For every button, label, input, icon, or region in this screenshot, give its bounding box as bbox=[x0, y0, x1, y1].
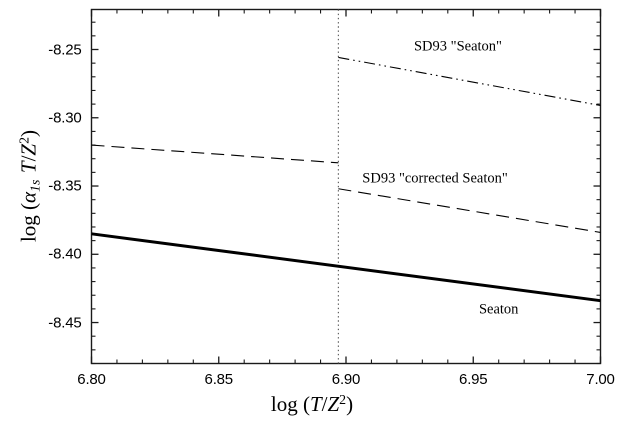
x-axis-title-slash: / bbox=[321, 392, 328, 417]
x-tick-label: 6.90 bbox=[331, 370, 361, 388]
x-axis-title-suffix: ) bbox=[346, 392, 354, 417]
series-line-0 bbox=[91, 232, 601, 303]
series-annotation-sd93-corrected-seaton: SD93 "corrected Seaton" bbox=[362, 170, 508, 186]
y-axis-title-slash: / bbox=[16, 155, 41, 162]
y-axis-title-var-t: T bbox=[16, 161, 41, 174]
series-line-1 bbox=[91, 144, 339, 164]
series-annotation-seaton: Seaton bbox=[478, 301, 519, 318]
x-axis-title-var-z: Z bbox=[327, 392, 340, 417]
y-tick-label: -8.40 bbox=[48, 245, 82, 263]
data-series-layer bbox=[91, 56, 601, 303]
plot-frame-rect bbox=[90, 8, 602, 365]
series-annotation-sd93-seaton: SD93 "Seaton" bbox=[413, 38, 502, 55]
x-tick-label: 6.80 bbox=[77, 370, 106, 388]
minor-ticks bbox=[91, 9, 601, 365]
x-axis-title-exponent: 2 bbox=[339, 392, 347, 407]
series-line-1 bbox=[338, 188, 601, 233]
y-tick-label: -8.35 bbox=[48, 177, 82, 195]
y-tick-label: -8.25 bbox=[48, 41, 82, 58]
series-line-2 bbox=[338, 56, 601, 107]
y-axis-title-suffix: ) bbox=[16, 129, 41, 137]
y-axis-title-alpha: α bbox=[16, 191, 41, 203]
major-ticks bbox=[90, 9, 602, 364]
x-tick-label: 6.85 bbox=[204, 370, 234, 388]
x-axis-title: log (T/Z2) bbox=[271, 392, 353, 417]
x-tick-label: 6.95 bbox=[459, 370, 488, 388]
y-tick-label: -8.30 bbox=[48, 109, 82, 127]
x-tick-label: 7.00 bbox=[586, 370, 615, 388]
y-axis-title-var-z: Z bbox=[16, 143, 41, 156]
y-axis-title-subscript: 1s bbox=[27, 179, 43, 192]
y-axis-title-space bbox=[17, 173, 41, 180]
axes-frame bbox=[90, 8, 602, 365]
y-axis-title-prefix: log ( bbox=[16, 202, 41, 243]
x-axis-title-prefix: log ( bbox=[270, 392, 310, 417]
x-axis-title-var-t: T bbox=[309, 392, 322, 417]
y-tick-label: -8.45 bbox=[48, 314, 82, 332]
y-axis-title: log (α1s T/Z2) bbox=[16, 130, 43, 242]
y-axis-title-exponent: 2 bbox=[16, 136, 32, 144]
